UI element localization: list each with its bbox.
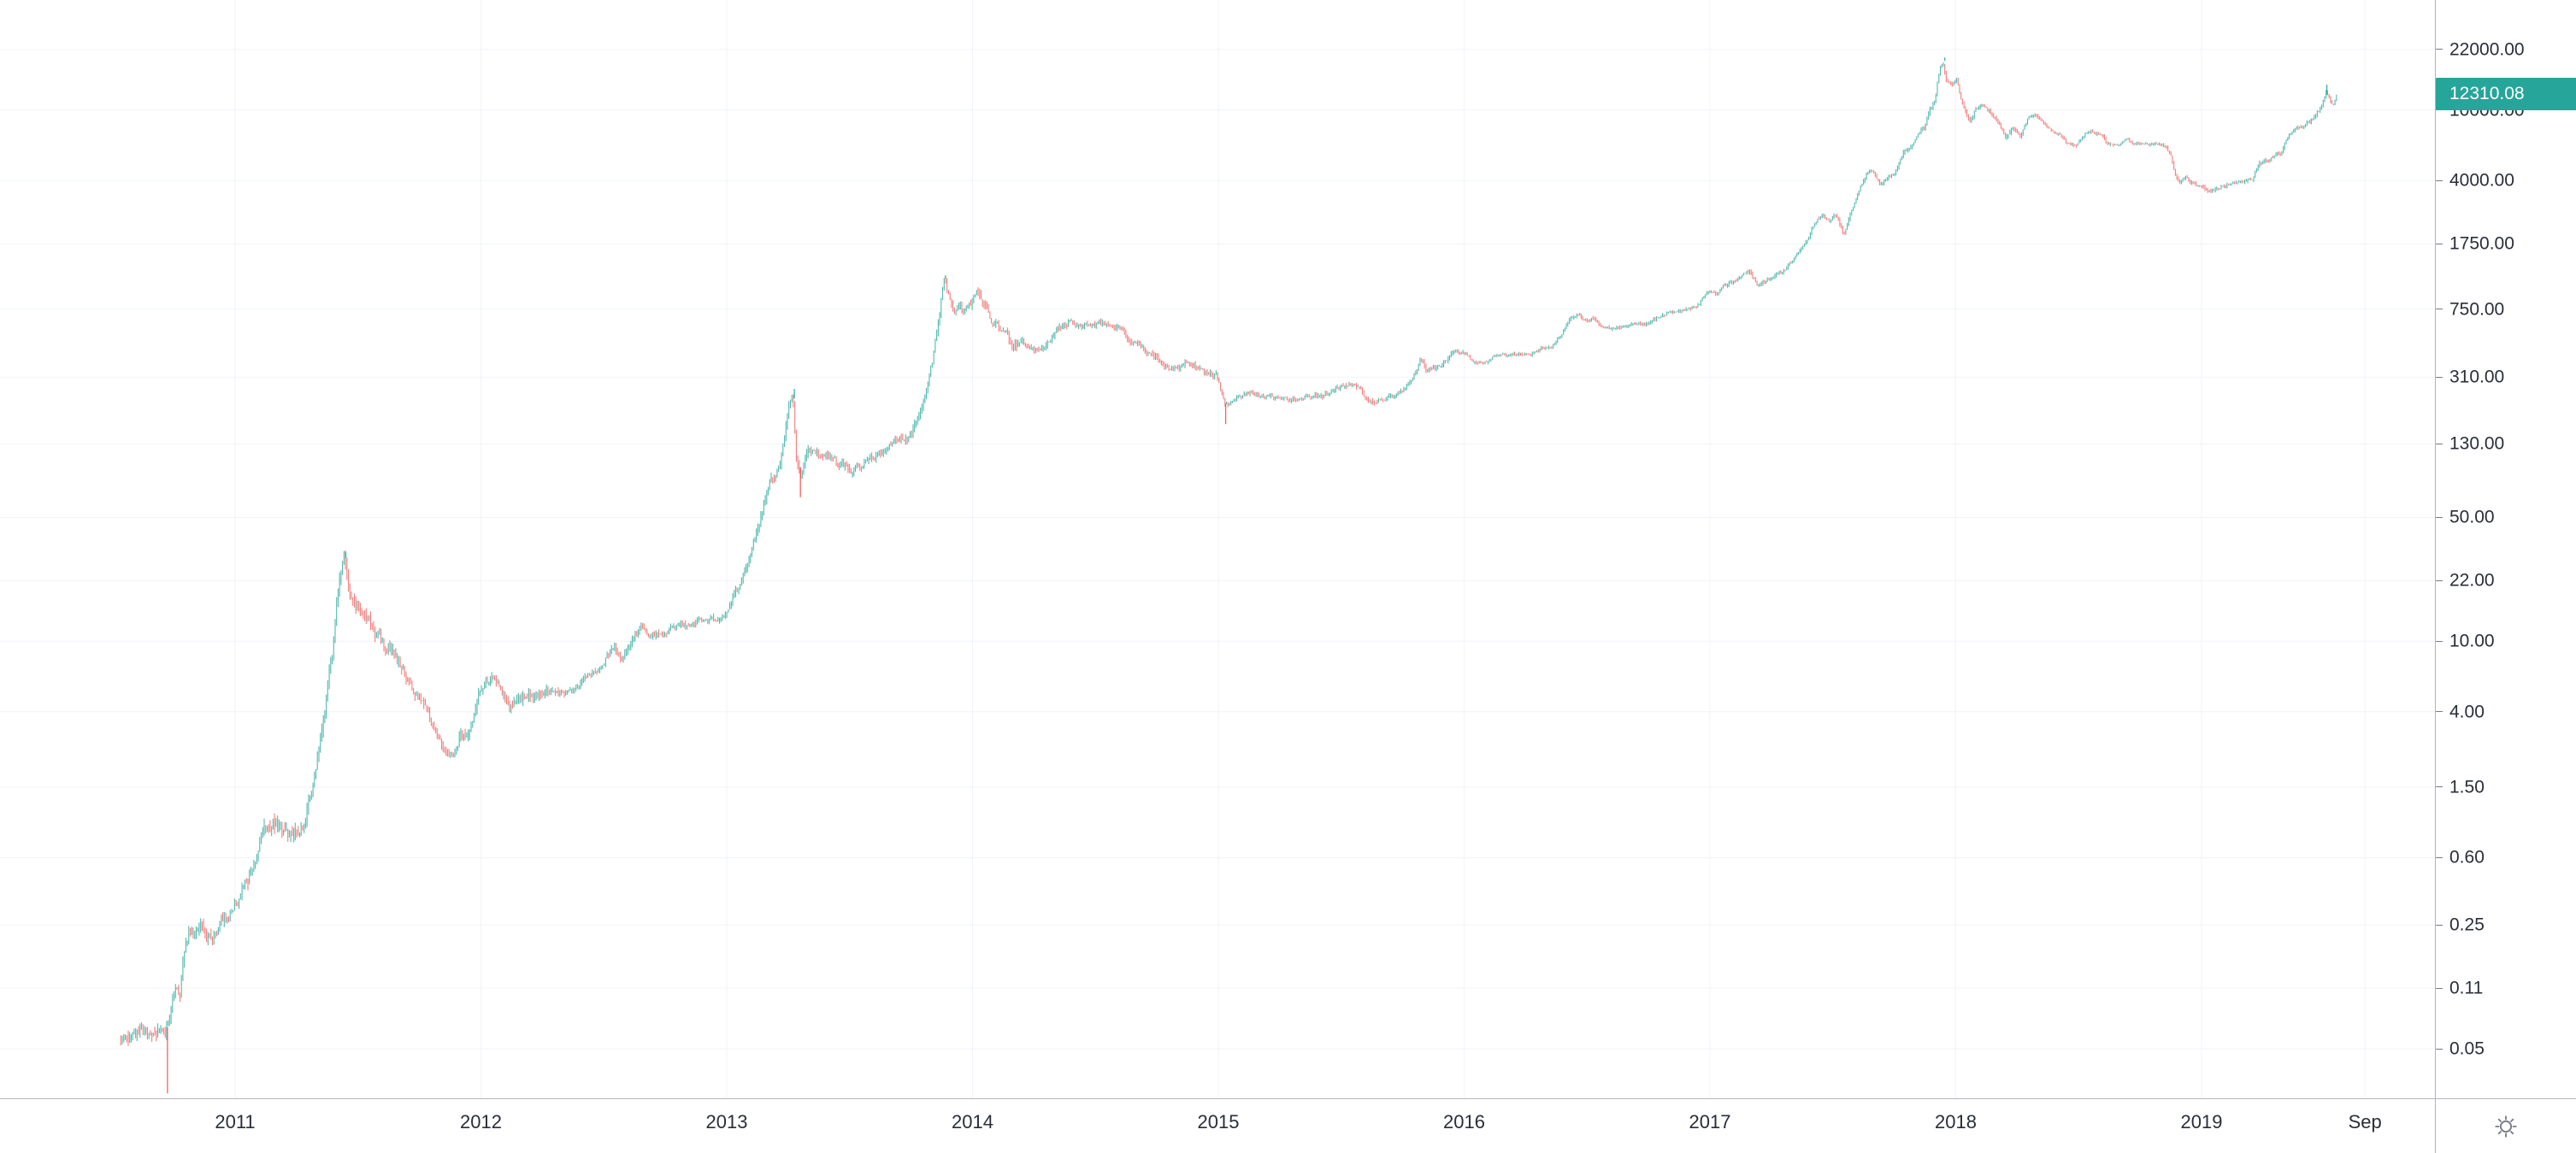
price-tick-mark xyxy=(2436,579,2443,581)
price-tick-mark xyxy=(2436,786,2443,788)
price-tick-label: 50.00 xyxy=(2449,507,2495,527)
chart-path xyxy=(345,57,2328,558)
price-tick-label: 1.50 xyxy=(2449,777,2485,797)
price-tick-label: 0.25 xyxy=(2449,915,2485,935)
price-tick-mark xyxy=(2436,987,2443,989)
axis-settings-corner xyxy=(2435,1098,2576,1153)
price-tick-label: 750.00 xyxy=(2449,299,2505,320)
price-tick-label: 0.60 xyxy=(2449,847,2485,868)
time-tick-label: 2018 xyxy=(1935,1111,1977,1132)
time-tick-label: 2013 xyxy=(705,1111,748,1132)
price-tick-mark xyxy=(2436,179,2443,181)
chart-path xyxy=(121,62,2337,1044)
price-tick-mark xyxy=(2436,376,2443,378)
price-tick-label: 130.00 xyxy=(2449,433,2505,454)
time-tick-label: 2015 xyxy=(1197,1111,1240,1132)
last-price-badge: 12310.08 xyxy=(2436,77,2576,110)
gear-icon xyxy=(2495,1115,2517,1138)
price-tick-mark xyxy=(2436,924,2443,926)
price-tick-label: 310.00 xyxy=(2449,367,2505,387)
price-tick-mark xyxy=(2436,856,2443,858)
price-tick-label: 0.11 xyxy=(2449,978,2484,998)
price-tick-mark xyxy=(2436,1048,2443,1050)
price-axis[interactable]: 12310.08 22000.0010000.004000.001750.007… xyxy=(2435,0,2576,1098)
chart-path xyxy=(120,63,2334,1046)
time-axis[interactable]: 2011 2012 2013 2014 2015 2016 2017 2018 2019 Sep xyxy=(0,1098,2435,1153)
price-chart-pane[interactable] xyxy=(0,0,2435,1098)
price-tick-mark xyxy=(2436,640,2443,642)
time-tick-label: 2017 xyxy=(1689,1111,1731,1132)
time-tick-label: 2014 xyxy=(952,1111,993,1132)
price-scale-settings-button[interactable] xyxy=(2489,1109,2523,1144)
price-tick-mark xyxy=(2436,516,2443,518)
time-tick-label: Sep xyxy=(2348,1111,2382,1132)
price-tick-label: 10.00 xyxy=(2449,631,2495,651)
price-tick-label: 1750.00 xyxy=(2449,233,2514,254)
price-tick-mark xyxy=(2436,711,2443,713)
chart-path xyxy=(167,403,1227,1094)
price-tick-label: 4000.00 xyxy=(2449,170,2514,191)
time-tick-label: 2011 xyxy=(215,1111,256,1132)
price-tick-mark xyxy=(2436,49,2443,50)
time-tick-label: 2016 xyxy=(1443,1111,1485,1132)
chart-path xyxy=(0,0,2435,1098)
time-tick-label: 2019 xyxy=(2180,1111,2223,1132)
price-tick-label: 22.00 xyxy=(2449,570,2495,591)
price-tick-label: 22000.00 xyxy=(2449,39,2525,60)
price-tick-label: 4.00 xyxy=(2449,702,2485,722)
price-tick-label: 0.05 xyxy=(2449,1038,2485,1059)
time-tick-label: 2012 xyxy=(460,1111,502,1132)
